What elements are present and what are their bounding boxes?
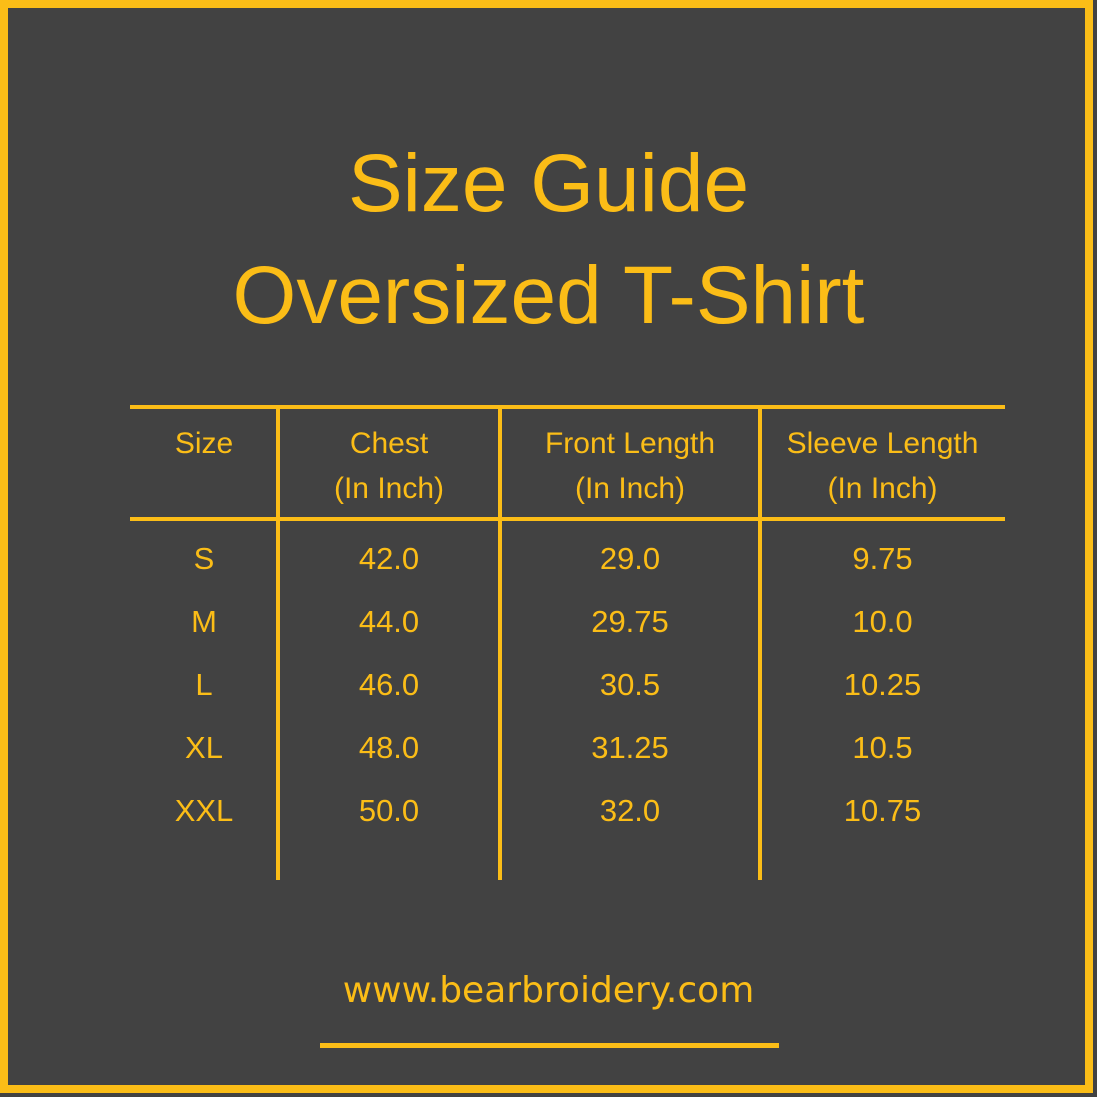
column-header-sub: (In Inch) [333,472,445,505]
column-header-sub: (In Inch) [574,472,686,505]
cell-front-length: 30.5 [599,666,661,702]
table-row: L 46.0 30.5 10.25 [130,653,1005,716]
cell-front-length: 29.75 [591,603,669,639]
cell-sleeve-length: 10.75 [843,792,922,828]
column-header-label: Front Length [544,427,716,460]
table-row: XXL 50.0 32.0 10.75 [130,779,1005,842]
cell-front-length: 31.25 [591,729,669,765]
table-header-divider [130,517,1005,521]
column-header-label: Sleeve Length [786,427,979,460]
cell-chest: 44.0 [358,603,420,639]
title-line-1: Size Guide [347,138,750,229]
footer-website-text: www.bearbroidery.com [342,970,755,1011]
cell-chest: 50.0 [358,792,420,828]
size-table: Size Chest (In Inch) Front Length (In In… [130,405,1005,880]
page-title: Size Guide Oversized T-Shirt [0,128,1097,352]
column-header-size: Size [130,409,278,517]
cell-chest: 42.0 [358,540,420,576]
cell-sleeve-length: 10.0 [852,603,913,639]
table-row: M 44.0 29.75 10.0 [130,590,1005,653]
cell-size: S [193,540,215,576]
column-header-chest: Chest (In Inch) [278,409,500,517]
cell-front-length: 29.0 [599,540,661,576]
cell-sleeve-length: 10.25 [843,666,922,702]
column-header-sub: (In Inch) [827,472,938,505]
cell-sleeve-length: 10.5 [852,729,913,765]
cell-sleeve-length: 9.75 [852,540,913,576]
cell-front-length: 32.0 [599,792,661,828]
table-header-row: Size Chest (In Inch) Front Length (In In… [130,409,1005,517]
cell-chest: 48.0 [358,729,420,765]
column-header-label: Chest [349,427,429,460]
column-divider-1 [276,405,280,880]
table-top-border [130,405,1005,409]
column-header-sleeve-length: Sleeve Length (In Inch) [760,409,1005,517]
cell-size: L [195,666,213,702]
column-header-label: Size [174,427,234,460]
table-body: S 42.0 29.0 9.75 M 44.0 29.75 10.0 L 46.… [130,527,1005,842]
column-divider-2 [498,405,502,880]
title-line-2: Oversized T-Shirt [232,250,865,341]
cell-size: XXL [174,792,234,828]
footer-underline [320,1043,779,1048]
cell-size: XL [185,729,223,765]
column-header-front-length: Front Length (In Inch) [500,409,760,517]
cell-chest: 46.0 [358,666,420,702]
cell-size: M [191,603,217,639]
table-row: XL 48.0 31.25 10.5 [130,716,1005,779]
table-row: S 42.0 29.0 9.75 [130,527,1005,590]
column-divider-3 [758,405,762,880]
